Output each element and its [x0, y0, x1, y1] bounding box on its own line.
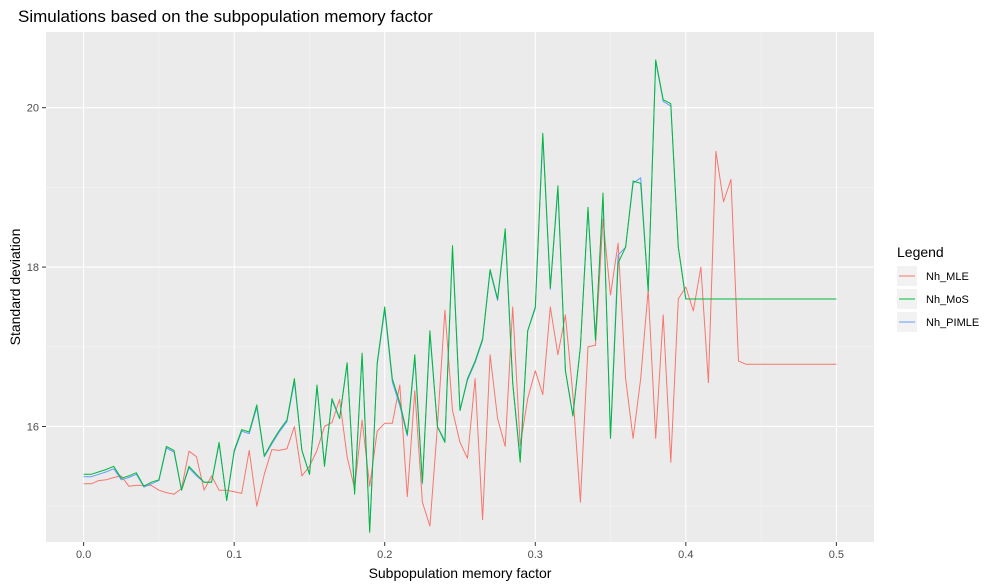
- series-line-nh-mos: [83, 59, 837, 533]
- x-tick-label: 0.0: [76, 549, 91, 561]
- x-tick-label: 0.3: [528, 549, 543, 561]
- x-axis-title: Subpopulation memory factor: [369, 565, 552, 581]
- grid-major: [46, 32, 874, 542]
- y-tick-label: 16: [27, 421, 39, 433]
- series-lines: [83, 59, 837, 533]
- y-axis-title: Standard deviation: [7, 229, 23, 346]
- legend-label-nh-mle: Nh_MLE: [926, 271, 969, 283]
- legend-label-nh-mos: Nh_MoS: [926, 294, 969, 306]
- x-tick-label: 0.2: [377, 549, 392, 561]
- legend-label-nh-pimle: Nh_PIMLE: [926, 317, 979, 329]
- legend-title: Legend: [897, 244, 944, 260]
- x-tick-label: 0.5: [829, 549, 844, 561]
- x-tick-label: 0.1: [227, 549, 242, 561]
- legend-keys: Nh_MLE Nh_MoS Nh_PIMLE: [897, 266, 979, 332]
- y-tick-label: 18: [27, 262, 39, 274]
- x-tick-label: 0.4: [678, 549, 693, 561]
- series-line-nh-mle: [83, 151, 837, 527]
- chart-title: Simulations based on the subpopulation m…: [18, 7, 433, 26]
- grid-minor: [46, 32, 874, 542]
- y-tick-label: 20: [27, 103, 39, 115]
- x-axis-ticks: 0.0 0.1 0.2 0.3 0.4 0.5: [76, 542, 844, 561]
- y-axis-ticks: 16 18 20: [27, 103, 46, 433]
- legend: Legend Nh_MLE Nh_MoS Nh_PIMLE: [897, 244, 979, 332]
